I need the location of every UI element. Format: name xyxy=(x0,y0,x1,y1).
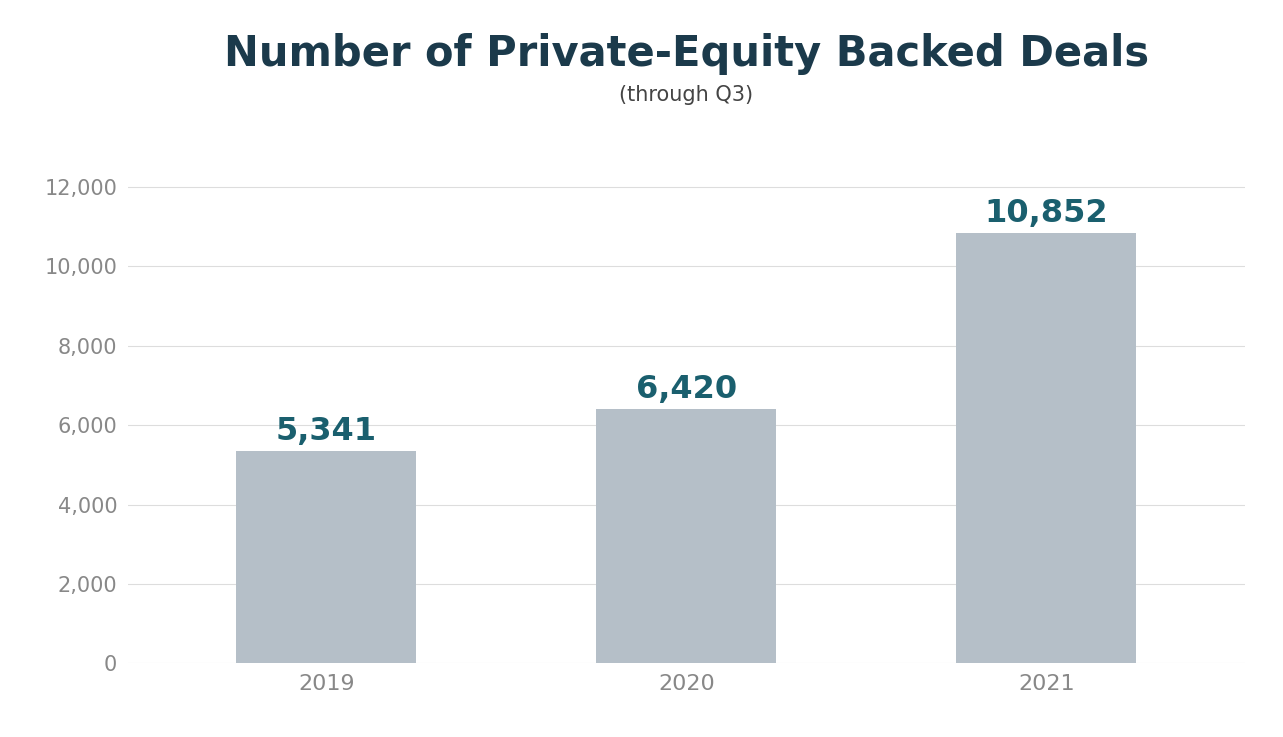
Text: Number of Private-Equity Backed Deals: Number of Private-Equity Backed Deals xyxy=(223,33,1150,75)
Text: (through Q3): (through Q3) xyxy=(620,85,753,105)
Text: 5,341: 5,341 xyxy=(276,416,377,447)
Bar xyxy=(236,451,417,663)
Text: 10,852: 10,852 xyxy=(984,198,1109,228)
Bar xyxy=(956,233,1137,663)
Bar xyxy=(597,408,776,663)
Text: 6,420: 6,420 xyxy=(636,374,736,405)
